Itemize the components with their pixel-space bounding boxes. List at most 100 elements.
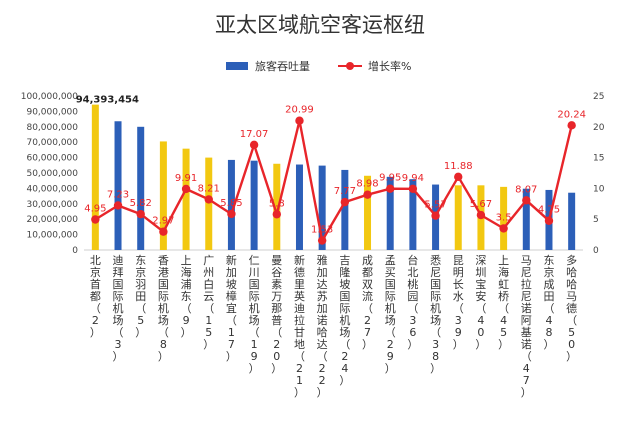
bar xyxy=(454,185,462,250)
x-tick-label: 成都双流（ 2 7） xyxy=(362,254,373,351)
bar xyxy=(318,165,326,250)
bar xyxy=(522,188,530,250)
line-point xyxy=(204,195,213,204)
bar xyxy=(114,121,122,250)
line-point xyxy=(159,227,168,236)
x-tick-label: 曼谷素万那普（ 2 0） xyxy=(271,254,282,375)
line-data-label: 4.95 xyxy=(84,204,106,215)
line-point xyxy=(476,210,486,220)
line-point xyxy=(113,201,123,210)
line-point xyxy=(499,224,508,233)
line-data-label: 8.07 xyxy=(515,184,537,195)
y-left-tick-label: 60,000,000 xyxy=(26,154,78,164)
line-data-label: 5.82 xyxy=(130,198,152,209)
legend: 旅客吞吐量 增长率% xyxy=(226,59,411,73)
line-point xyxy=(454,172,463,182)
y-left-tick-label: 0 xyxy=(72,246,78,256)
bar-series: 94,393,454 xyxy=(76,95,576,250)
line-point xyxy=(181,184,191,194)
bar xyxy=(568,192,576,250)
line-data-label: 5.8 xyxy=(269,198,285,209)
bar xyxy=(227,159,235,250)
y-left-tick-label: 40,000,000 xyxy=(26,184,78,194)
x-tick-label: 新加坡樟宜（ 1 7） xyxy=(226,253,237,363)
line-point xyxy=(408,184,418,193)
legend-swatch-marker xyxy=(346,62,354,70)
line-data-label: 9.94 xyxy=(402,173,424,184)
line-data-label: 3.5 xyxy=(496,212,512,223)
x-tick-label: 上海虹桥（ 4 5） xyxy=(498,254,509,351)
x-tick-label: 新德里英迪拉甘地（ 2 1） xyxy=(294,253,305,399)
bar xyxy=(409,179,417,250)
legend-label-bar: 旅客吞吐量 xyxy=(255,59,310,73)
bar xyxy=(205,157,213,250)
line-data-label: 4.75 xyxy=(538,205,560,216)
x-tick-label: 香港国际机场（ 8） xyxy=(158,254,169,363)
x-tick-label: 迪拜国际机场（ 3） xyxy=(113,254,124,363)
bar-data-label: 94,393,454 xyxy=(76,95,139,106)
line-data-label: 7.23 xyxy=(107,189,129,200)
x-tick-label: 昆明长水（ 3 9） xyxy=(453,254,464,351)
legend-label-line: 增长率% xyxy=(368,59,411,73)
x-tick-label: 东京羽田（ 5） xyxy=(135,254,146,339)
bar xyxy=(250,160,258,250)
bar xyxy=(341,169,349,250)
y-axis-right: 0 5 10 15 20 25 xyxy=(593,92,605,256)
line-point xyxy=(544,216,554,225)
y-right-tick-label: 5 xyxy=(593,215,599,225)
y-left-tick-label: 90,000,000 xyxy=(26,107,78,117)
line-data-label: 5.85 xyxy=(220,198,242,209)
x-tick-label: 台北桃园（ 3 6） xyxy=(407,253,418,351)
line-data-label: 17.07 xyxy=(240,129,269,140)
line-series: 4.957.235.822.97 9.918.215.85 17.07 5.8 20.9… xyxy=(84,105,586,245)
line-data-label: 8.21 xyxy=(198,183,220,194)
line-data-label: 9.91 xyxy=(175,173,197,184)
bar xyxy=(91,104,99,250)
line-point xyxy=(249,140,259,150)
line-point xyxy=(431,211,440,220)
line-point xyxy=(295,116,304,125)
x-tick-label: 仁川国际机场（ 1 9） xyxy=(249,254,260,375)
bar xyxy=(137,126,145,250)
bar xyxy=(500,186,508,250)
y-left-tick-label: 20,000,000 xyxy=(26,215,78,225)
bar xyxy=(364,175,372,250)
line-point xyxy=(227,209,236,219)
y-left-tick-label: 80,000,000 xyxy=(26,123,78,133)
line-path xyxy=(94,119,573,242)
line-point xyxy=(91,215,100,224)
line-data-label: 20.24 xyxy=(557,109,586,120)
y-left-tick-label: 50,000,000 xyxy=(26,169,78,179)
y-right-tick-label: 0 xyxy=(593,246,599,256)
line-data-label: 8.98 xyxy=(356,179,378,190)
y-left-tick-label: 30,000,000 xyxy=(26,200,78,210)
line-data-label: 5.57 xyxy=(424,200,446,211)
x-tick-label: 东京成田（ 4 8） xyxy=(543,254,554,351)
line-point xyxy=(136,209,145,219)
line-data-label: 1.53 xyxy=(311,225,333,236)
line-point xyxy=(340,197,350,207)
x-tick-label: 悉尼国际机场（ 3 8） xyxy=(430,254,441,375)
line-point xyxy=(363,190,372,199)
y-left-tick-label: 100,000,000 xyxy=(21,92,79,102)
line-data-label: 2.97 xyxy=(152,216,174,227)
x-tick-label: 马尼拉尼诺阿基诺（ 4 7） xyxy=(521,254,532,399)
bar xyxy=(159,141,167,250)
x-tick-label: 吉隆坡国际机场（ 2 4） xyxy=(339,254,350,387)
y-axis-left: 0 10,000,000 20,000,000 30,000,000 40,000,00… xyxy=(21,92,79,256)
line-data-label: 9.95 xyxy=(379,173,401,184)
x-tick-label: 上海浦东（ 9） xyxy=(181,254,192,339)
x-axis-labels: 北京首都（ 2 ） 迪拜国际机场（ 3 ） 东京羽田（ 5 ） 香港国际机场（ 8 ） 上海浦东（ 9 ） 广… xyxy=(90,253,577,399)
x-tick-label: 雅加达苏加诺哈达（ 2 2） xyxy=(317,253,328,399)
y-left-tick-label: 10,000,000 xyxy=(26,231,78,241)
y-left-tick-label: 70,000,000 xyxy=(26,138,78,148)
line-point xyxy=(567,121,576,130)
bar xyxy=(273,163,281,250)
line-point xyxy=(386,184,395,193)
y-right-tick-label: 20 xyxy=(593,123,605,133)
x-tick-label: 多哈哈马德（ 5 0） xyxy=(566,253,577,363)
line-point xyxy=(317,236,327,245)
y-right-tick-label: 25 xyxy=(593,92,604,102)
bar xyxy=(182,148,190,250)
